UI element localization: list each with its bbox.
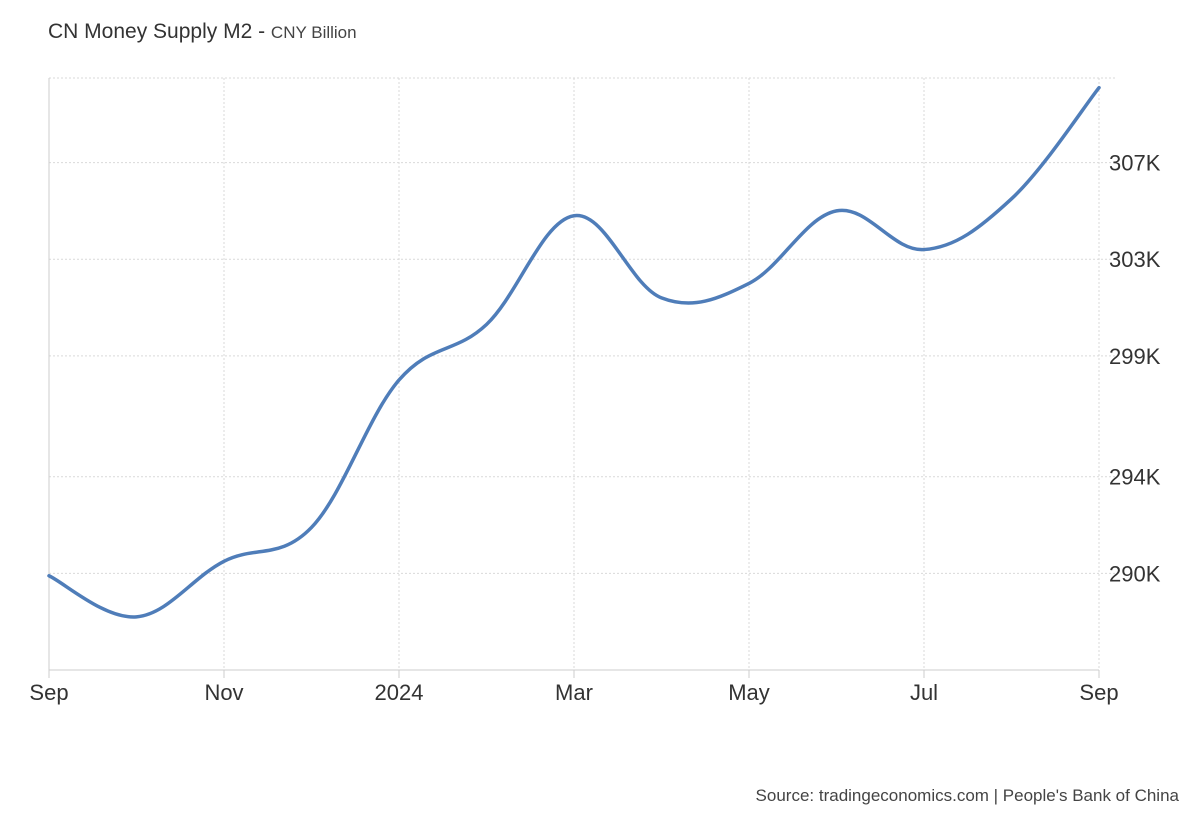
x-tick-label: Jul [910, 680, 938, 705]
data-point[interactable] [656, 292, 668, 304]
data-point[interactable] [43, 570, 55, 582]
data-point[interactable] [831, 205, 843, 217]
y-tick-label: 290K [1109, 561, 1161, 586]
source-attribution: Source: tradingeconomics.com | People's … [755, 786, 1179, 805]
x-tick-label: Sep [1079, 680, 1118, 705]
chart-title-main: CN Money Supply M2 [48, 20, 253, 43]
grid-layer [48, 77, 1117, 670]
x-tick-label: 2024 [375, 680, 424, 705]
y-tick-label: 307K [1109, 151, 1161, 176]
data-point[interactable] [1006, 193, 1018, 205]
data-point[interactable] [568, 210, 580, 222]
label-layer: 290K 294K 299K 303K 307K Sep Nov 2024 Mar May Jul S… [29, 151, 1160, 705]
data-point[interactable] [393, 374, 405, 386]
y-tick-label: 303K [1109, 247, 1161, 272]
y-tick-label: 294K [1109, 465, 1161, 490]
series-line [47, 85, 1101, 619]
y-tick-label: 299K [1109, 344, 1161, 369]
data-point[interactable] [481, 318, 493, 330]
chart-title-separator: - [252, 20, 271, 43]
data-point[interactable] [131, 611, 143, 623]
x-tick-label: Mar [555, 680, 593, 705]
x-tick-label: May [728, 680, 770, 705]
data-point[interactable] [1093, 82, 1105, 94]
series-layer [43, 82, 1105, 623]
chart-title-unit: CNY Billion [270, 23, 357, 42]
chart-title: CN Money Supply M2 - CNY Billion [48, 20, 357, 44]
data-point[interactable] [306, 521, 318, 533]
data-point[interactable] [743, 277, 755, 289]
data-point[interactable] [918, 244, 930, 256]
data-point[interactable] [218, 555, 230, 567]
x-tick-label: Sep [29, 680, 68, 705]
x-tick-label: Nov [204, 680, 243, 705]
axis-layer [48, 78, 1100, 678]
